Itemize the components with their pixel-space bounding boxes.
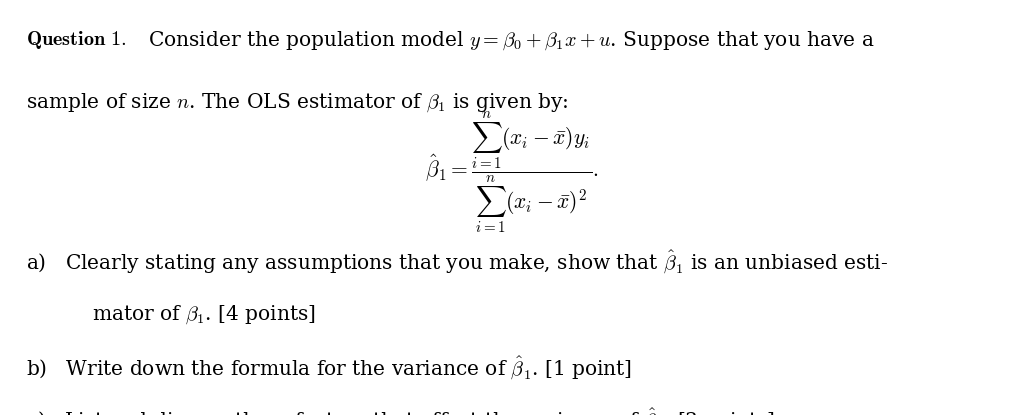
Text: mator of $\beta_1$. [4 points]: mator of $\beta_1$. [4 points] bbox=[92, 303, 316, 325]
Text: b)   Write down the formula for the variance of $\hat{\beta}_1$. [1 point]: b) Write down the formula for the varian… bbox=[26, 355, 632, 382]
Text: sample of size $n$. The OLS estimator of $\beta_1$ is given by:: sample of size $n$. The OLS estimator of… bbox=[26, 91, 568, 114]
Text: $\mathbf{Question\ 1.}$: $\mathbf{Question\ 1.}$ bbox=[26, 29, 126, 51]
Text: c)   List and discuss three factors that affect the variance of $\hat{\beta}_1$.: c) List and discuss three factors that a… bbox=[26, 407, 774, 415]
Text: $\hat{\beta}_1 = \dfrac{\sum_{i=1}^{n}(x_i - \bar{x})y_i}{\sum_{i=1}^{n}(x_i - \: $\hat{\beta}_1 = \dfrac{\sum_{i=1}^{n}(x… bbox=[425, 110, 599, 235]
Text: Consider the population model $y = \beta_0 + \beta_1 x + u$. Suppose that you ha: Consider the population model $y = \beta… bbox=[148, 29, 874, 51]
Text: a)   Clearly stating any assumptions that you make, show that $\hat{\beta}_1$ is: a) Clearly stating any assumptions that … bbox=[26, 249, 888, 276]
